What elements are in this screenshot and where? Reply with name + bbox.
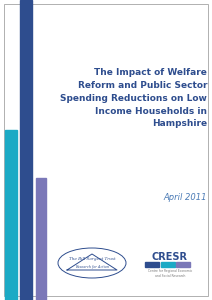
Bar bbox=[20, 0, 32, 300]
Bar bbox=[36, 178, 46, 300]
Text: CRESR: CRESR bbox=[152, 252, 188, 262]
Text: Centre for Regional Economic
and Social Research: Centre for Regional Economic and Social … bbox=[148, 269, 192, 278]
Text: April 2011: April 2011 bbox=[163, 193, 207, 202]
Bar bbox=[5, 130, 17, 300]
Bar bbox=[160, 262, 174, 267]
Text: Research for Action: Research for Action bbox=[75, 265, 109, 269]
Bar bbox=[176, 262, 190, 267]
Text: The Bill Sargent Trust: The Bill Sargent Trust bbox=[69, 257, 115, 261]
Text: The Impact of Welfare
Reform and Public Sector
Spending Reductions on Low
Income: The Impact of Welfare Reform and Public … bbox=[60, 68, 207, 128]
Bar bbox=[145, 262, 159, 267]
